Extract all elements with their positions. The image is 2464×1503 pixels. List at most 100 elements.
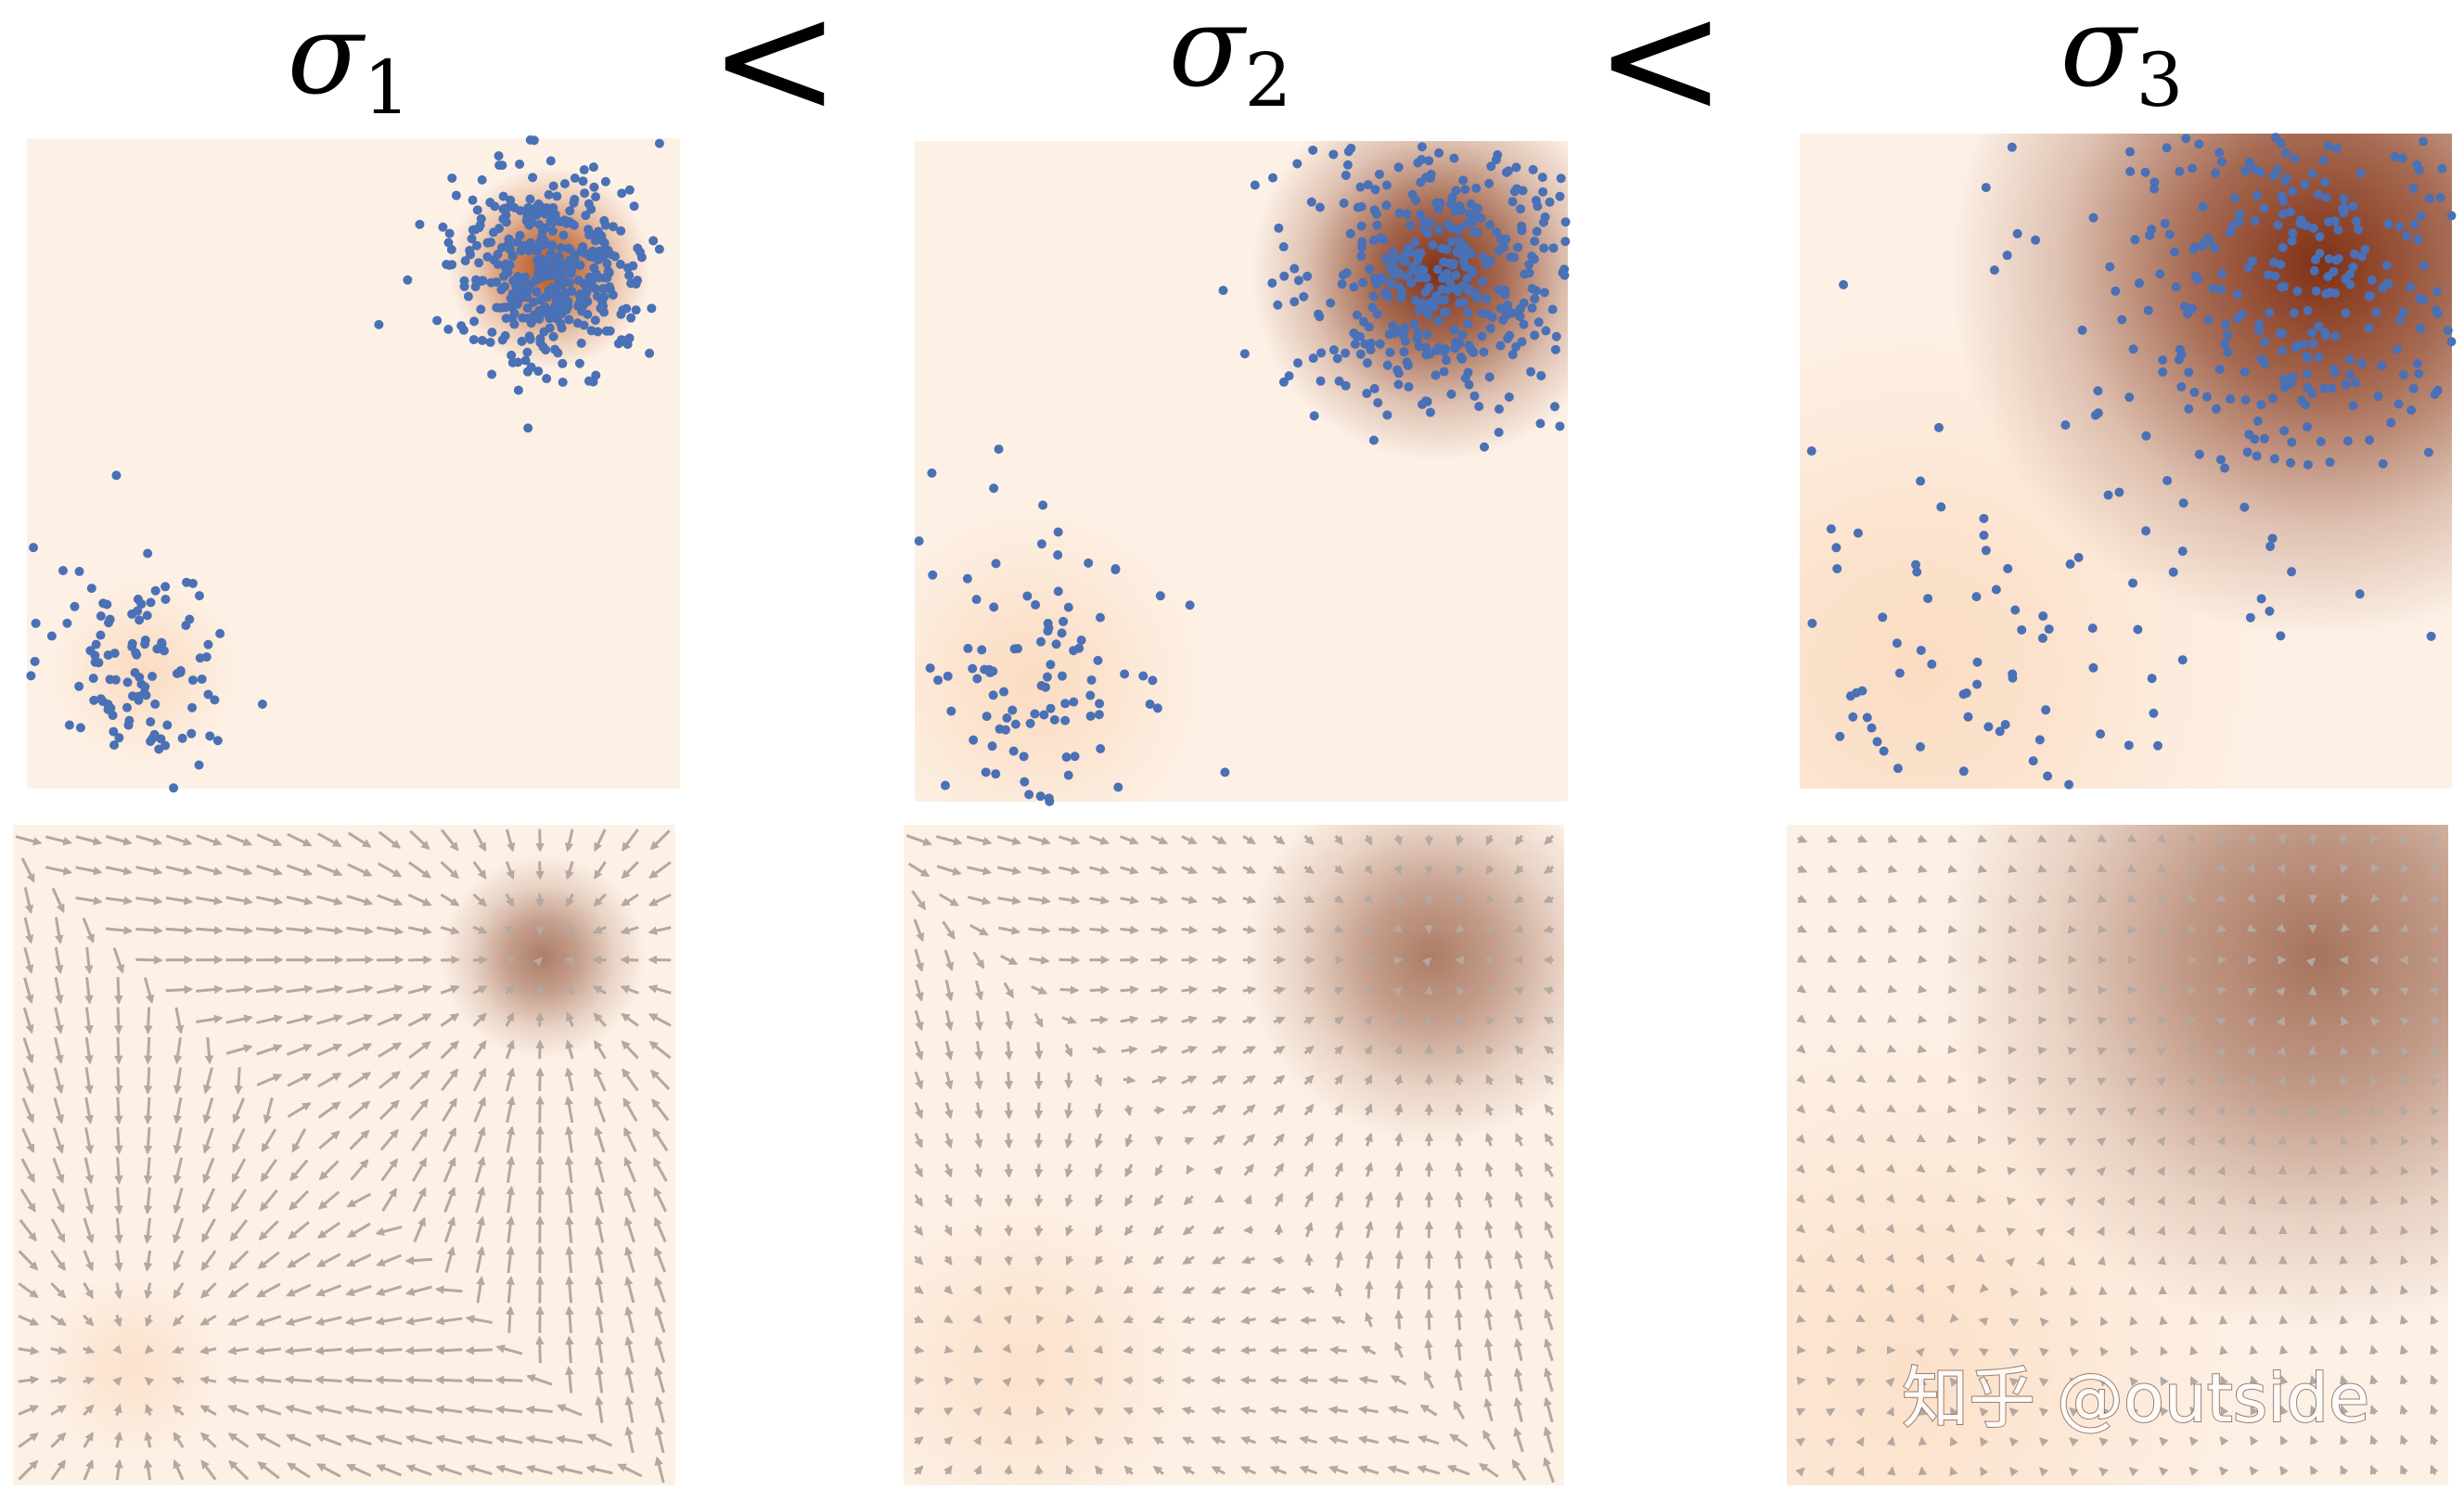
score-arrow [2278, 1135, 2287, 1146]
sample-point [1559, 264, 1570, 275]
sample-point [2355, 589, 2365, 599]
score-arrow [1947, 894, 1958, 904]
score-arrow [2008, 1075, 2018, 1086]
score-arrow [434, 1285, 463, 1294]
score-arrow [1150, 985, 1169, 995]
score-arrow [53, 1097, 64, 1124]
sample-point [2287, 567, 2297, 577]
sample-point [529, 297, 539, 307]
score-arrow [22, 1007, 34, 1034]
sample-point [2279, 426, 2290, 436]
sample-point [2259, 433, 2269, 443]
sample-point [596, 303, 606, 314]
sample-point [2010, 605, 2021, 615]
score-arrow [2369, 1254, 2379, 1265]
score-arrow [2097, 1047, 2108, 1056]
sample-point [2028, 756, 2038, 766]
sample-point [586, 278, 597, 289]
score-arrow [1064, 1377, 1074, 1386]
score-arrow [1153, 1105, 1166, 1115]
sample-point [1349, 282, 1359, 292]
sample-point [608, 222, 618, 232]
score-arrow [974, 1102, 983, 1120]
score-arrow [2159, 1316, 2168, 1326]
score-arrow [50, 1218, 66, 1243]
sample-point [2331, 255, 2342, 265]
sample-point [1038, 500, 1048, 510]
score-arrow [2249, 1344, 2258, 1355]
sample-point [194, 760, 204, 770]
score-arrow [225, 926, 254, 935]
score-arrow [620, 984, 639, 995]
sample-point [995, 724, 1005, 734]
sample-point [1983, 722, 1994, 732]
sample-point [2150, 177, 2160, 187]
sample-point [1278, 377, 1289, 387]
score-arrow [648, 861, 672, 879]
sample-point [1457, 205, 1467, 215]
sample-point [1435, 198, 1445, 208]
score-arrow [50, 1281, 67, 1299]
score-arrow [1947, 1074, 1957, 1085]
score-arrow [974, 1163, 983, 1178]
score-arrow [2339, 1284, 2348, 1295]
sample-point [1393, 162, 1404, 173]
score-arrow [914, 1225, 924, 1237]
score-arrow [2008, 955, 2018, 965]
sample-point [1493, 149, 1503, 160]
sample-point [1477, 331, 1487, 341]
sample-point [2307, 169, 2317, 179]
sample-point [1494, 246, 1504, 256]
score-arrow [51, 887, 65, 914]
score-arrow [285, 1404, 313, 1416]
sample-point [1409, 319, 1419, 329]
sample-point [1449, 325, 1459, 335]
sample-point [1428, 240, 1438, 250]
sample-point [654, 138, 664, 148]
score-arrow [2217, 1225, 2227, 1236]
score-arrow [2066, 1255, 2076, 1266]
score-arrow [472, 1039, 487, 1060]
score-arrow [315, 1284, 342, 1297]
score-arrow [2036, 1256, 2046, 1266]
sample-point [1395, 293, 1405, 303]
score-arrow [907, 862, 930, 878]
score-arrow [2340, 864, 2349, 874]
sample-point [1414, 249, 1424, 259]
score-arrow [408, 1041, 431, 1060]
score-arrow [2308, 1284, 2318, 1295]
score-arrow [1918, 1466, 1928, 1476]
sample-point [513, 357, 523, 367]
score-arrow [347, 1043, 373, 1058]
sample-point [2223, 330, 2233, 340]
score-arrow [595, 1366, 604, 1394]
sample-point [1085, 711, 1096, 721]
score-arrow [440, 926, 460, 935]
score-arrow [256, 1282, 281, 1298]
sample-point [1386, 278, 1396, 289]
sample-point [1494, 427, 1504, 437]
score-arrow [172, 1314, 185, 1327]
score-arrow [83, 1157, 95, 1185]
score-arrow [443, 1186, 456, 1213]
score-arrow [2217, 1254, 2227, 1265]
sample-point [1388, 261, 1398, 271]
sample-point [1515, 303, 1525, 314]
score-arrow [534, 1335, 545, 1364]
score-arrow [476, 1276, 485, 1304]
score-arrow [621, 1040, 639, 1060]
score-arrow [593, 861, 607, 880]
score-arrow [564, 829, 574, 853]
score-arrow [648, 1013, 672, 1027]
score-arrow [972, 951, 985, 970]
score-arrow [346, 1192, 372, 1208]
sample-point [1550, 344, 1560, 354]
score-arrow [2339, 1225, 2348, 1235]
sample-point [533, 366, 544, 377]
sample-point [1051, 639, 1061, 649]
sample-point [1853, 528, 1863, 538]
sample-point [2446, 211, 2457, 221]
score-arrow [165, 834, 193, 846]
sample-point [1358, 277, 1368, 288]
sample-point [1057, 671, 1067, 681]
